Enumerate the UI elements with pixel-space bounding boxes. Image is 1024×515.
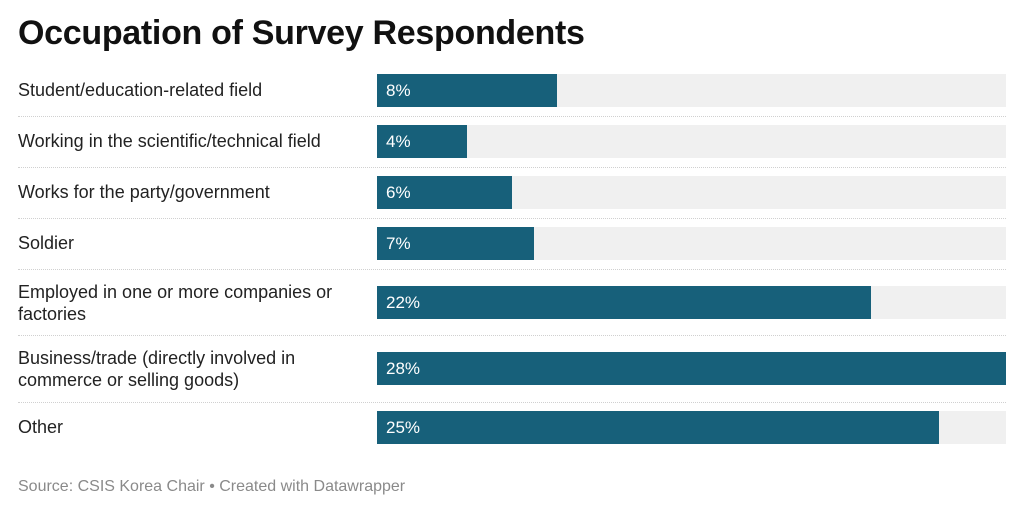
bar-chart: Student/education-related field 8% Working… <box>0 65 1024 453</box>
value-label: 6% <box>386 183 411 202</box>
bar: 6% <box>377 176 512 209</box>
bar-track: 7% <box>377 227 1006 260</box>
bar-row: Student/education-related field 8% <box>0 65 1024 116</box>
bar: 28% <box>377 352 1006 385</box>
value-label: 8% <box>386 81 411 100</box>
bar-track: 8% <box>377 74 1006 107</box>
value-label: 7% <box>386 234 411 253</box>
bar-row: Soldier 7% <box>0 218 1024 269</box>
category-label: Soldier <box>18 233 75 253</box>
source-note: Source: CSIS Korea Chair • Created with … <box>18 478 406 495</box>
bar-row: Employed in one or more companies or fac… <box>0 269 1024 335</box>
category-label: Business/trade (directly involved in com… <box>18 348 296 390</box>
bar-row: Works for the party/government 6% <box>0 167 1024 218</box>
bar-track: 6% <box>377 176 1006 209</box>
value-label: 25% <box>386 418 421 437</box>
row-separator <box>18 335 1006 336</box>
value-label: 4% <box>386 132 411 151</box>
category-label: Other <box>18 417 64 437</box>
bar-track: 28% <box>377 352 1006 385</box>
bar-row: Business/trade (directly involved in com… <box>0 335 1024 402</box>
row-separator <box>18 269 1006 270</box>
bar: 25% <box>377 411 939 444</box>
row-separator <box>18 116 1006 117</box>
bar-row: Working in the scientific/technical fiel… <box>0 116 1024 167</box>
bar-row: Other 25% <box>0 402 1024 453</box>
category-label: Working in the scientific/technical fiel… <box>18 131 321 151</box>
category-label: Student/education-related field <box>18 80 263 100</box>
bar-track: 25% <box>377 411 1006 444</box>
bar: 22% <box>377 286 871 319</box>
bar: 8% <box>377 74 557 107</box>
row-separator <box>18 402 1006 403</box>
category-label: Employed in one or more companies or fac… <box>18 282 333 324</box>
chart-title: Occupation of Survey Respondents <box>18 14 585 52</box>
row-separator <box>18 218 1006 219</box>
bar: 4% <box>377 125 467 158</box>
bar: 7% <box>377 227 534 260</box>
row-separator <box>18 167 1006 168</box>
bar-track: 4% <box>377 125 1006 158</box>
bar-track: 22% <box>377 286 1006 319</box>
value-label: 22% <box>386 293 421 312</box>
value-label: 28% <box>386 359 421 378</box>
category-label: Works for the party/government <box>18 182 270 202</box>
